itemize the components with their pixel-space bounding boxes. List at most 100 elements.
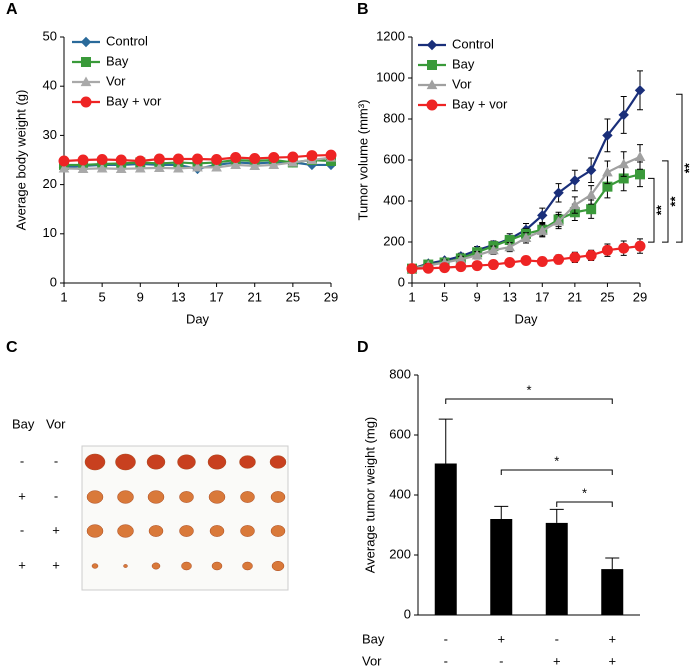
tumor [179,525,194,537]
marker [287,151,299,163]
tumor [207,454,227,470]
significance-label: ** [653,204,668,215]
photo-header: Bay [12,416,35,431]
tumor [123,564,128,568]
tumor [147,490,165,504]
y-tick-label: 0 [398,274,405,289]
marker [634,240,646,252]
y-tick-label: 40 [43,78,57,93]
row-sign: + [553,653,561,668]
y-tick-label: 1200 [376,28,405,43]
x-tick-label: 25 [600,289,614,304]
marker [585,165,597,176]
x-tick-label: 29 [324,289,338,304]
marker [602,166,613,177]
marker [134,162,146,173]
marker [520,232,532,242]
marker [586,204,597,215]
marker [80,36,92,48]
marker [634,151,646,162]
photo-sign: + [18,488,26,503]
tumor [269,455,287,469]
marker [154,162,165,172]
tumor [86,490,104,504]
marker [58,162,70,173]
marker [569,199,581,210]
photo-sign: - [20,522,24,537]
marker [211,154,223,166]
marker [427,60,437,70]
marker [536,255,548,267]
y-tick-label: 0 [50,274,57,289]
marker [471,260,483,272]
significance-bracket [648,177,655,243]
legend-label: Vor [106,73,126,88]
significance-bracket [676,93,683,243]
marker [504,241,516,252]
y-tick-label: 600 [383,151,405,166]
y-tick-label: 400 [383,192,405,207]
marker [249,153,261,165]
marker [80,76,92,87]
y-tick-label: 800 [389,366,411,381]
x-tick-label: 21 [247,289,261,304]
marker [268,159,280,170]
marker [602,130,613,141]
photo-sign: - [54,453,58,468]
photo-sign: + [52,522,60,537]
bar [545,522,568,615]
tumor [242,561,253,571]
panel-letter: D [357,339,369,356]
x-axis-title: Day [514,311,538,326]
marker [426,79,438,90]
row-sign: - [499,653,503,668]
legend-label: Control [106,33,148,48]
marker [618,158,630,169]
marker [634,85,646,96]
marker [439,262,451,274]
y-tick-label: 10 [43,225,57,240]
row-sign: + [608,631,616,646]
marker [585,249,597,261]
significance-label: * [526,382,531,397]
row-sign: - [444,653,448,668]
tumor [239,455,256,469]
tumor [177,454,196,470]
tumor [91,563,99,569]
row-sign: + [497,631,505,646]
error-bar [438,418,453,464]
row-sign: + [608,653,616,668]
tumor [240,525,255,537]
marker [406,263,418,275]
marker [635,169,645,180]
x-axis-title: Day [186,311,210,326]
significance-label: ** [667,196,682,207]
marker [192,153,203,165]
marker [115,163,127,173]
marker [553,215,564,226]
photo-sign: - [54,488,58,503]
marker [520,254,532,266]
marker [58,155,70,167]
bar [601,569,624,615]
error-bar [605,557,620,570]
tumor [208,490,226,504]
marker [537,210,548,221]
tumor [271,560,285,572]
marker [422,262,434,274]
significance-label: * [554,453,559,468]
marker [249,160,261,171]
photo-header: Vor [46,416,66,431]
x-tick-label: 1 [408,289,415,304]
error-bar [549,508,564,523]
x-tick-label: 5 [99,289,106,304]
tumor [115,453,136,471]
marker [325,149,337,161]
row-sign: - [555,631,559,646]
significance-bracket [445,398,613,404]
y-tick-label: 30 [43,127,57,142]
significance-bracket [662,160,669,243]
tumor [117,524,134,538]
tumor [117,490,134,504]
legend-label: Bay [452,56,475,71]
